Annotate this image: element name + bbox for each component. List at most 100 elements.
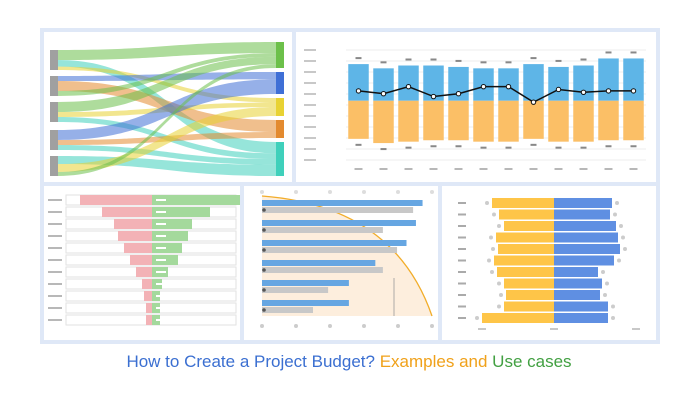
butterfly-left-bar xyxy=(506,290,554,300)
funnel-row-label xyxy=(48,271,62,273)
line-point xyxy=(505,83,512,90)
row-marker xyxy=(262,288,266,292)
negative-data-label xyxy=(555,146,562,149)
funnel-row-label xyxy=(48,223,62,225)
butterfly-left-bar xyxy=(494,255,554,266)
negative-bar xyxy=(573,100,594,142)
negative-bar xyxy=(623,100,644,141)
x-tick-label xyxy=(396,324,400,328)
funnel-value-label xyxy=(156,271,166,273)
y-tick-label xyxy=(304,137,316,139)
sankey-target-node xyxy=(276,98,284,116)
x-tick-label xyxy=(629,168,638,170)
positive-data-label xyxy=(505,61,512,64)
butterfly-left-bar xyxy=(504,278,554,289)
right-value-label xyxy=(621,235,625,240)
negative-data-label xyxy=(580,146,587,149)
positive-data-label xyxy=(455,59,462,62)
left-value-label xyxy=(489,235,493,240)
sankey-panel xyxy=(44,32,292,182)
butterfly-right-bar xyxy=(554,267,598,277)
butterfly-left-bar xyxy=(498,244,554,254)
line-point xyxy=(405,83,412,90)
row-marker xyxy=(262,208,266,212)
funnel-value-label xyxy=(156,223,166,225)
gray-bar xyxy=(262,287,329,293)
x-tick-label xyxy=(579,168,588,170)
x-tick-label xyxy=(554,168,563,170)
left-value-label xyxy=(492,212,496,217)
funnel-value-label xyxy=(156,211,166,213)
negative-bar xyxy=(523,100,544,139)
caption-part3: Use cases xyxy=(492,352,572,371)
funnel-left-bar xyxy=(146,303,152,313)
x-tick-label xyxy=(362,190,366,194)
negative-data-label xyxy=(430,145,437,148)
sankey-flow xyxy=(58,145,276,165)
gray-bar xyxy=(262,207,414,213)
right-value-label xyxy=(603,293,607,297)
butterfly-right-bar xyxy=(554,244,620,254)
negative-bar xyxy=(598,100,619,141)
blue-bar xyxy=(262,240,407,246)
negative-data-label xyxy=(380,148,387,151)
sankey-source-node xyxy=(50,76,58,96)
funnel-value-label xyxy=(156,295,166,297)
x-tick-label xyxy=(328,324,332,328)
x-tick-label xyxy=(529,168,538,170)
funnel-left-bar xyxy=(146,315,152,325)
sankey-source-node xyxy=(50,156,58,176)
funnel-value-label xyxy=(156,259,166,261)
y-tick-label xyxy=(304,93,316,95)
y-tick-label xyxy=(304,49,316,51)
left-value-label xyxy=(475,316,479,320)
x-tick-label xyxy=(430,324,434,328)
positive-data-label xyxy=(430,58,437,61)
butterfly-right-bar xyxy=(554,232,618,243)
diverging-bar-chart xyxy=(304,49,646,170)
negative-data-label xyxy=(355,143,362,146)
funnel-left-bar xyxy=(124,243,152,253)
y-tick-label xyxy=(304,159,316,161)
positive-data-label xyxy=(605,51,612,54)
butterfly-left-bar xyxy=(497,267,554,277)
right-value-label xyxy=(601,270,605,274)
funnel-value-label xyxy=(156,235,166,237)
negative-bar xyxy=(373,100,394,144)
funnel-row-label xyxy=(48,283,62,285)
funnel-left-bar xyxy=(142,279,152,289)
sankey-flow xyxy=(58,64,276,176)
gray-bar xyxy=(262,307,313,313)
left-value-label xyxy=(497,224,501,228)
row-label xyxy=(458,271,466,273)
butterfly-right-bar xyxy=(554,255,614,266)
x-tick-label xyxy=(260,190,264,194)
line-point xyxy=(380,91,387,97)
negative-data-label xyxy=(480,146,487,149)
row-label xyxy=(458,225,466,227)
funnel-right-bar xyxy=(152,207,210,217)
butterfly-right-bar xyxy=(554,278,602,289)
chart-collage-frame xyxy=(40,28,660,344)
row-marker xyxy=(262,248,266,252)
sankey-source-node xyxy=(50,130,58,150)
x-tick-label xyxy=(430,190,434,194)
funnel-left-bar xyxy=(118,231,152,241)
butterfly-panel xyxy=(442,186,656,340)
left-value-label xyxy=(491,247,495,251)
negative-data-label xyxy=(630,145,637,148)
series-line xyxy=(358,85,634,104)
caption-part1: How to Create a Project Budget? xyxy=(126,352,375,371)
gray-bar xyxy=(262,247,398,253)
row-label xyxy=(458,259,466,262)
y-tick-label xyxy=(304,115,316,117)
negative-bar xyxy=(398,100,419,142)
positive-bar xyxy=(423,65,444,101)
line-point xyxy=(605,88,612,94)
funnel-left-bar xyxy=(130,255,152,265)
positive-data-label xyxy=(580,58,587,61)
sankey-target-node xyxy=(276,72,284,94)
positive-data-label xyxy=(630,51,637,54)
row-label xyxy=(458,248,466,250)
horizontal-bar-panel xyxy=(244,186,438,340)
